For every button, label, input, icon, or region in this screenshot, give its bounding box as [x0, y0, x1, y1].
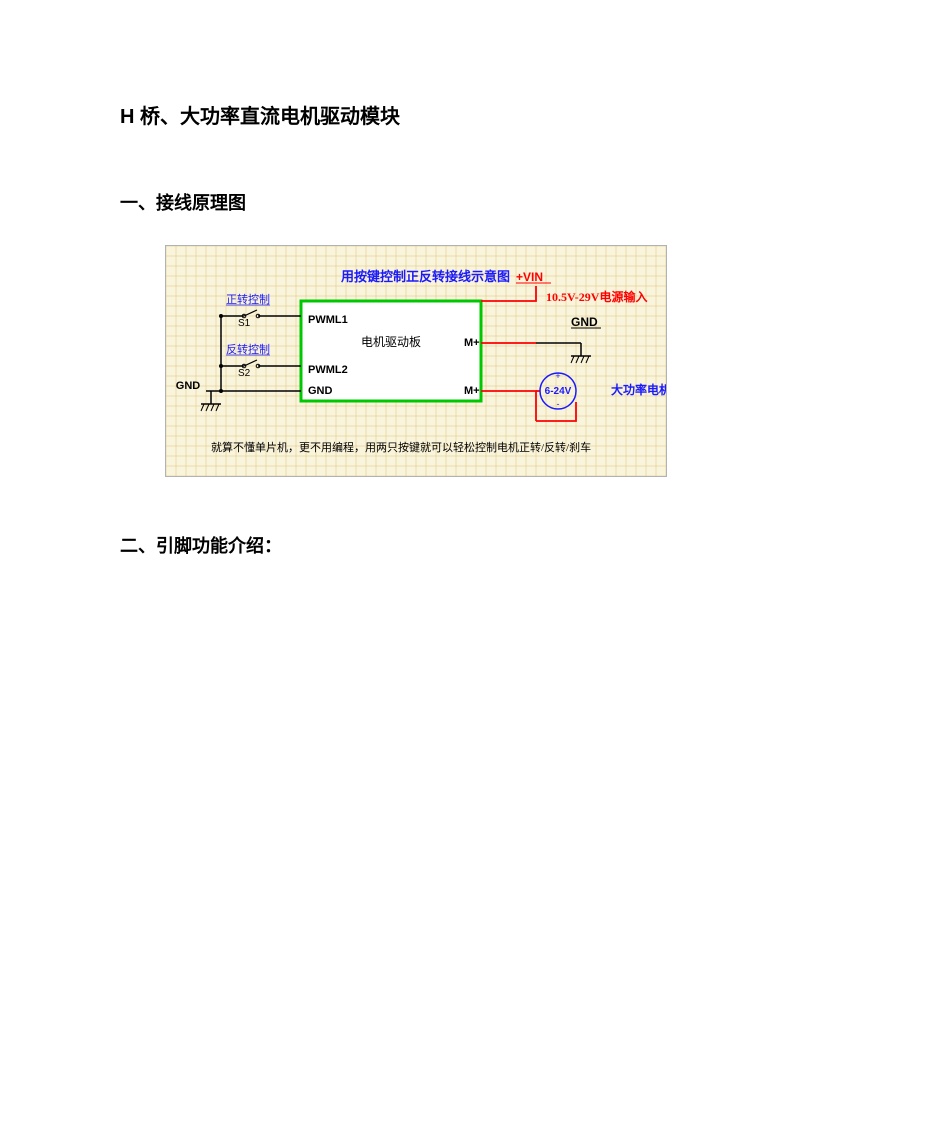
document-title: H 桥、大功率直流电机驱动模块 [120, 100, 825, 129]
svg-text:GND: GND [308, 385, 333, 397]
section-1-title: 一、接线原理图 [120, 189, 825, 215]
svg-text:大功率电机: 大功率电机 [611, 382, 667, 397]
svg-text:-: - [557, 399, 560, 409]
svg-text:PWML1: PWML1 [308, 314, 348, 326]
svg-text:正转控制: 正转控制 [226, 292, 270, 306]
document-page: H 桥、大功率直流电机驱动模块 一、接线原理图 用按键控制正反转接线示意图电机驱… [0, 0, 945, 1123]
svg-text:M+: M+ [464, 337, 480, 349]
svg-text:M+: M+ [464, 385, 480, 397]
svg-text:电机驱动板: 电机驱动板 [361, 335, 421, 349]
svg-text:+VIN: +VIN [516, 270, 543, 284]
section-2-title: 二、引脚功能介绍： [120, 532, 825, 558]
wiring-diagram-svg: 用按键控制正反转接线示意图电机驱动板 PWML1 PWML2 GND M+ M+ 正转控制 S… [165, 245, 667, 477]
svg-text:10.5V-29V电源输入: 10.5V-29V电源输入 [546, 289, 647, 304]
svg-text:就算不懂单片机，更不用编程，用两只按键就可以轻松控制电机正转: 就算不懂单片机，更不用编程，用两只按键就可以轻松控制电机正转/反转/刹车 [211, 440, 591, 454]
svg-text:S2: S2 [238, 368, 251, 379]
svg-text:S1: S1 [238, 318, 251, 329]
svg-text:+: + [555, 371, 560, 381]
svg-text:用按键控制正反转接线示意图: 用按键控制正反转接线示意图 [340, 269, 510, 284]
svg-text:PWML2: PWML2 [308, 364, 348, 376]
svg-text:GND: GND [176, 380, 201, 392]
wiring-diagram: 用按键控制正反转接线示意图电机驱动板 PWML1 PWML2 GND M+ M+ 正转控制 S… [165, 245, 825, 477]
svg-text:6-24V: 6-24V [545, 386, 572, 397]
svg-text:GND: GND [571, 315, 598, 329]
svg-text:反转控制: 反转控制 [226, 342, 270, 356]
